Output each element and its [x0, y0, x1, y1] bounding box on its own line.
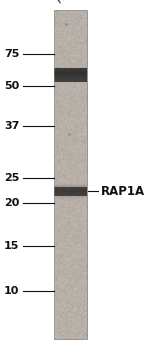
- Text: 75: 75: [4, 49, 20, 59]
- Text: 50: 50: [4, 81, 20, 90]
- Text: 37: 37: [4, 121, 20, 131]
- Bar: [54, 68, 87, 82]
- Text: RAP1A: RAP1A: [100, 185, 145, 198]
- Text: HepG2: HepG2: [54, 0, 87, 5]
- Text: 20: 20: [4, 198, 20, 208]
- Text: 25: 25: [4, 173, 20, 183]
- Text: 10: 10: [4, 287, 20, 296]
- Bar: [54, 187, 87, 196]
- Bar: [54, 10, 87, 339]
- Text: 15: 15: [4, 241, 20, 251]
- Bar: [54, 10, 87, 339]
